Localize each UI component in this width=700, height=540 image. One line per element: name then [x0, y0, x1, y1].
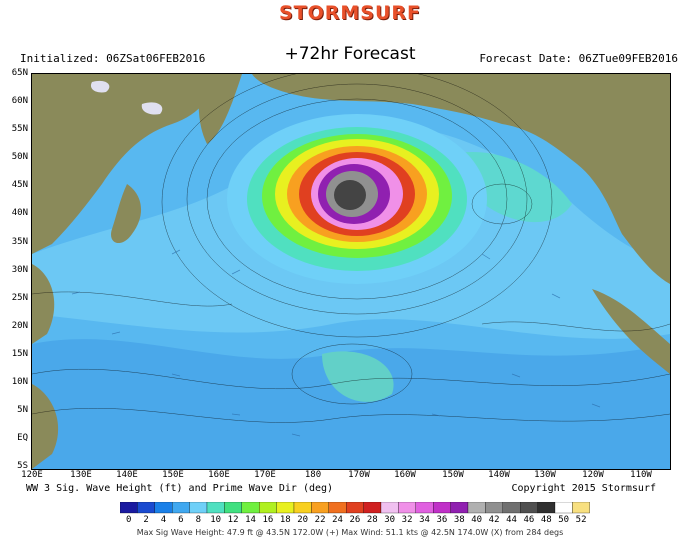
color-scale-bar	[120, 502, 590, 514]
scale-swatch	[293, 502, 312, 514]
scale-swatch	[485, 502, 503, 514]
lat-label: 10N	[11, 377, 28, 387]
lat-label: 5S	[17, 461, 28, 471]
scale-swatch	[276, 502, 295, 514]
lat-label: 35N	[11, 237, 28, 247]
scale-label: 38	[453, 515, 465, 525]
lon-label: 160E	[208, 470, 230, 480]
lon-label: 150W	[442, 470, 464, 480]
lon-label: 110W	[630, 470, 652, 480]
scale-swatch	[572, 502, 590, 514]
lat-label: 5N	[17, 405, 28, 415]
scale-label: 14	[245, 515, 256, 525]
lat-label: 55N	[11, 124, 28, 134]
scale-label: 48	[540, 515, 552, 525]
forecast-date-label: Forecast Date: 06ZTue09FEB2016	[479, 52, 678, 65]
lat-label: 50N	[11, 152, 28, 162]
lon-label: 130W	[534, 470, 556, 480]
scale-label: 32	[401, 515, 413, 525]
variable-description: WW 3 Sig. Wave Height (ft) and Prime Wav…	[26, 483, 334, 494]
scale-swatch	[259, 502, 277, 514]
scale-label: 42	[488, 515, 500, 525]
scale-swatch	[172, 502, 190, 514]
scale-label: 20	[297, 515, 309, 525]
scale-label: 6	[178, 515, 184, 525]
scale-swatch	[398, 502, 416, 514]
lat-label: 15N	[11, 349, 28, 359]
forecast-title: +72hr Forecast	[284, 44, 416, 64]
lat-label: 45N	[11, 180, 28, 190]
scale-label: 22	[314, 515, 326, 525]
scale-label: 0	[125, 515, 132, 525]
lat-label: 20N	[11, 321, 28, 331]
scale-swatch	[224, 502, 242, 514]
scale-swatch	[467, 502, 486, 514]
scale-label: 8	[195, 515, 201, 525]
scale-label: 4	[160, 515, 167, 525]
lon-label: 130E	[70, 470, 92, 480]
scale-label: 18	[279, 515, 291, 525]
lat-label: EQ	[17, 433, 28, 443]
scale-swatch	[120, 502, 138, 514]
scale-label: 16	[262, 515, 274, 525]
scale-label: 12	[227, 515, 239, 525]
scale-label: 34	[419, 515, 430, 525]
scale-swatch	[328, 502, 347, 514]
lon-label: 150E	[162, 470, 184, 480]
lon-label: 170W	[348, 470, 370, 480]
lat-label: 40N	[11, 208, 28, 218]
lon-label: 120E	[21, 470, 43, 480]
scale-swatch	[502, 502, 521, 514]
scale-label: 40	[471, 515, 483, 525]
scale-label: 10	[210, 515, 222, 525]
scale-swatch	[380, 502, 399, 514]
scale-label: 26	[349, 515, 361, 525]
scale-label: 52	[575, 515, 587, 525]
lon-label: 170E	[254, 470, 276, 480]
scale-swatch	[433, 502, 451, 514]
scale-swatch	[363, 502, 382, 514]
max-stats-label: Max Sig Wave Height: 47.9 ft @ 43.5N 172…	[136, 528, 564, 537]
scale-swatch	[450, 502, 469, 514]
scale-swatch	[520, 502, 538, 514]
lon-label: 140W	[488, 470, 510, 480]
lat-label: 60N	[11, 96, 28, 106]
lon-label: 120W	[582, 470, 604, 480]
lat-label: 30N	[11, 265, 28, 275]
lat-label: 25N	[11, 293, 28, 303]
scale-swatch	[554, 502, 573, 514]
scale-label: 2	[143, 515, 149, 525]
scale-label: 46	[523, 515, 535, 525]
scale-swatch	[206, 502, 225, 514]
copyright-label: Copyright 2015 Stormsurf	[511, 483, 657, 494]
scale-label: 36	[436, 515, 448, 525]
stormsurf-logo: STORMSURF	[278, 2, 422, 24]
scale-swatch	[311, 502, 329, 514]
scale-label: 24	[332, 515, 343, 525]
lon-label: 160W	[394, 470, 416, 480]
wave-height-map	[31, 73, 671, 470]
scale-swatch	[137, 502, 155, 514]
scale-swatch	[241, 502, 260, 514]
scale-swatch	[415, 502, 434, 514]
initialized-label: Initialized: 06ZSat06FEB2016	[20, 52, 206, 65]
scale-swatch	[537, 502, 556, 514]
lon-label: 140E	[116, 470, 138, 480]
scale-label: 50	[558, 515, 570, 525]
scale-label: 30	[384, 515, 396, 525]
scale-swatch	[189, 502, 208, 514]
scale-label: 28	[366, 515, 378, 525]
lon-label: 180	[304, 470, 322, 480]
lat-label: 65N	[11, 68, 28, 78]
scale-swatch	[346, 502, 364, 514]
scale-swatch	[154, 502, 173, 514]
scale-label: 44	[506, 515, 517, 525]
